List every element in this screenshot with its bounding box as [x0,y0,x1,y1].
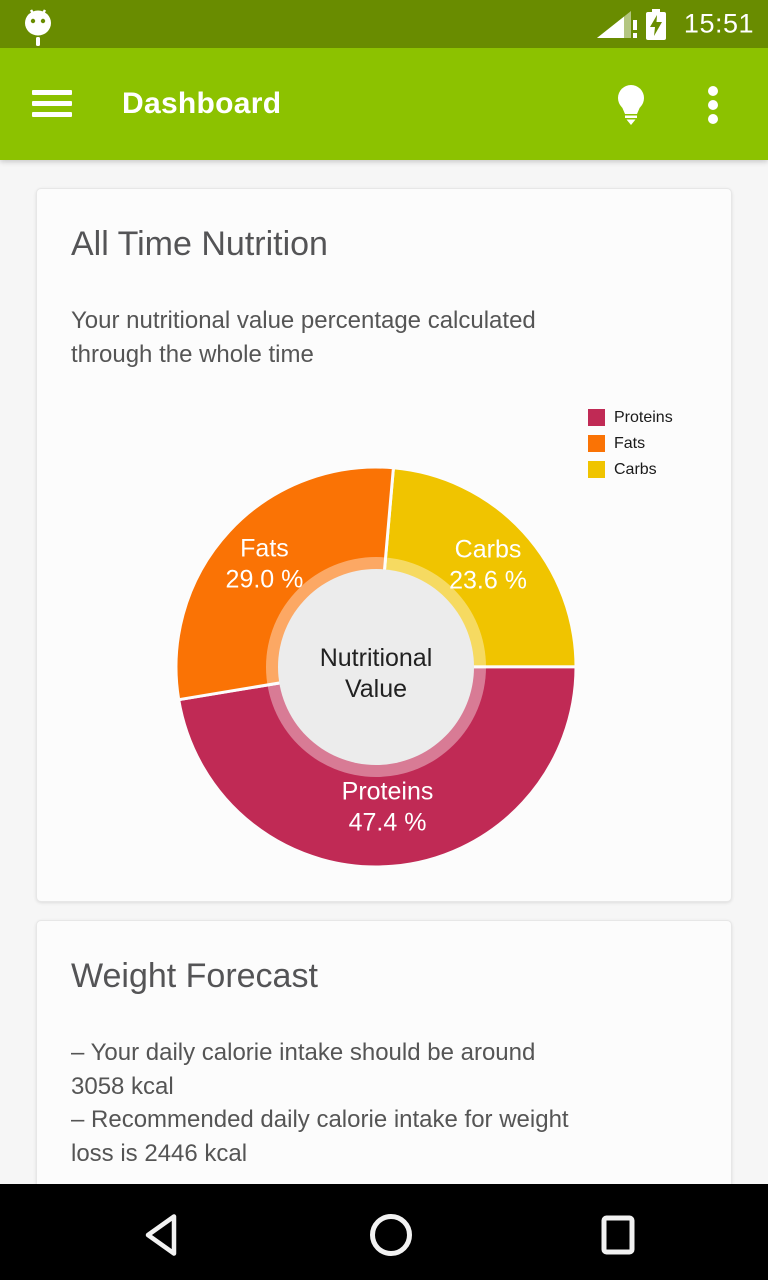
recents-icon[interactable] [601,1215,635,1255]
battery-charging-icon [646,9,666,40]
proteins-swatch [588,409,605,426]
weight-forecast-card: Weight Forecast – Your daily calorie int… [36,920,732,1184]
nutrition-card-title: All Time Nutrition [71,225,328,263]
overflow-menu-icon[interactable] [700,84,726,126]
lightbulb-icon[interactable] [615,84,647,126]
forecast-card-text: – Your daily calorie intake should be ar… [71,1039,569,1167]
legend-item-fats: Fats [588,435,673,452]
menu-icon[interactable] [32,90,72,118]
svg-text:Fats: Fats [240,535,289,563]
page-title: Dashboard [122,87,282,120]
svg-text:Nutritional: Nutritional [320,644,433,672]
android-debug-icon [25,9,51,46]
navigation-bar [0,1184,768,1280]
svg-text:23.6 %: 23.6 % [449,566,527,594]
status-bar: 15:51 [0,0,768,48]
home-icon[interactable] [369,1213,413,1257]
legend-item-carbs: Carbs [588,461,673,478]
svg-text:Proteins: Proteins [342,778,434,806]
app-bar: Dashboard [0,48,768,160]
fats-swatch [588,435,605,452]
content-area: All Time Nutrition Your nutritional valu… [0,160,768,1184]
forecast-card-title: Weight Forecast [71,957,318,995]
svg-text:29.0 %: 29.0 % [226,566,304,594]
chart-legend: Proteins Fats Carbs [588,409,673,487]
svg-text:47.4 %: 47.4 % [349,809,427,837]
status-clock: 15:51 [683,8,754,39]
nutrition-pie-chart[interactable]: Carbs 23.6 % Proteins 47.4 % Fats 29.0 % Nutri… [126,417,626,917]
svg-text:Carbs: Carbs [455,535,522,563]
all-time-nutrition-card: All Time Nutrition Your nutritional valu… [36,188,732,902]
nutrition-card-subtitle: Your nutritional value percentage calcul… [71,307,536,368]
legend-item-proteins: Proteins [588,409,673,426]
signal-warning-icon [597,11,637,38]
back-icon[interactable] [143,1213,179,1257]
carbs-swatch [588,461,605,478]
svg-text:Value: Value [345,675,407,703]
